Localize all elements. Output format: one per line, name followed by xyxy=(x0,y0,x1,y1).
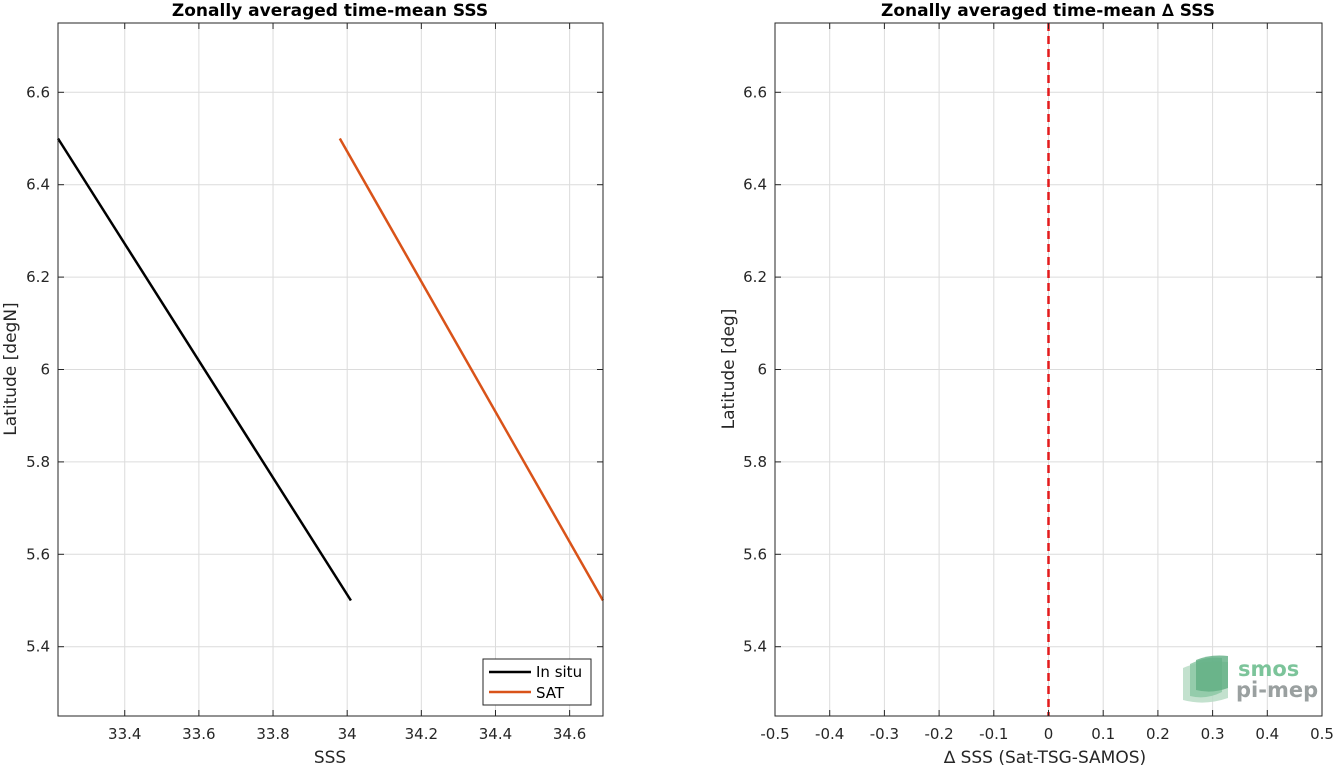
series-line-sat xyxy=(338,137,605,602)
y-tick-labels-right: 5.4 5.6 5.8 6 6.2 6.4 6.6 xyxy=(743,83,767,655)
x-tick-label: 33.4 xyxy=(108,725,141,743)
y-tick-label: 6.4 xyxy=(743,176,767,194)
x-tick-label: -0.1 xyxy=(979,725,1008,743)
x-tick-label: -0.3 xyxy=(870,725,899,743)
x-tick-label: 0.4 xyxy=(1255,725,1279,743)
x-tick-label: 34 xyxy=(338,725,357,743)
panel-right-delta-sss: -0.5 -0.4 -0.3 -0.2 -0.1 0 0.1 0.2 0.3 0.4 0.5 5.4… xyxy=(719,1,1333,765)
y-tick-label: 5.8 xyxy=(743,453,767,471)
x-tick-label: 33.8 xyxy=(256,725,289,743)
y-tick-label: 5.4 xyxy=(743,638,767,656)
y-axis-label-left: Latitude [degN] xyxy=(1,302,21,435)
x-tick-label: 0.3 xyxy=(1201,725,1225,743)
x-tick-label: 0.5 xyxy=(1310,725,1333,743)
ticks-left xyxy=(58,23,603,716)
legend-label-in-situ: In situ xyxy=(536,663,582,681)
x-tick-label: 0 xyxy=(1044,725,1054,743)
logo-text-pi-mep: pi-mep xyxy=(1236,678,1318,702)
smos-pi-mep-logo: smos pi-mep xyxy=(1183,655,1318,703)
y-tick-label: 6.6 xyxy=(26,83,50,101)
x-tick-label: -0.2 xyxy=(924,725,953,743)
y-tick-label: 5.6 xyxy=(743,545,767,563)
legend: In situ SAT xyxy=(482,658,592,706)
x-tick-label: -0.5 xyxy=(760,725,789,743)
x-tick-labels-left: 33.4 33.6 33.8 34 34.2 34.4 34.6 xyxy=(108,725,586,743)
y-axis-label-right: Latitude [deg] xyxy=(719,309,739,430)
logo-layer-front xyxy=(1196,655,1228,692)
ticks-right xyxy=(774,23,1323,716)
x-tick-label: -0.4 xyxy=(815,725,844,743)
y-tick-label: 6.2 xyxy=(743,268,767,286)
x-tick-label: 0.1 xyxy=(1091,725,1115,743)
y-tick-label: 6.6 xyxy=(743,83,767,101)
y-tick-label: 5.6 xyxy=(26,545,50,563)
legend-box xyxy=(482,658,592,706)
x-axis-label-left: SSS xyxy=(314,748,346,765)
y-tick-label: 6.2 xyxy=(26,268,50,286)
y-tick-label: 6 xyxy=(757,361,767,379)
y-tick-labels-left: 5.4 5.6 5.8 6 6.2 6.4 6.6 xyxy=(26,83,50,655)
x-tick-label: 34.2 xyxy=(405,725,438,743)
legend-label-sat: SAT xyxy=(536,684,565,702)
panel-left-sss: 33.4 33.6 33.8 34 34.2 34.4 34.6 5.4 5.6 5.8 6 6.2… xyxy=(1,1,605,765)
y-tick-label: 5.4 xyxy=(26,638,50,656)
y-tick-label: 6.4 xyxy=(26,176,50,194)
x-tick-labels-right: -0.5 -0.4 -0.3 -0.2 -0.1 0 0.1 0.2 0.3 0.4 0.5 xyxy=(760,725,1333,743)
series-left xyxy=(56,137,605,602)
grid-left xyxy=(58,23,603,716)
y-tick-label: 6 xyxy=(40,361,50,379)
chart-title-right: Zonally averaged time-mean ∆ SSS xyxy=(881,1,1215,21)
series-line-in-situ xyxy=(56,137,352,602)
x-tick-label: 0.2 xyxy=(1146,725,1170,743)
x-tick-label: 34.6 xyxy=(553,725,586,743)
x-axis-label-right: ∆ SSS (Sat-TSG-SAMOS) xyxy=(943,748,1146,765)
chart-title-left: Zonally averaged time-mean SSS xyxy=(172,1,488,21)
x-tick-label: 34.4 xyxy=(479,725,512,743)
x-tick-label: 33.6 xyxy=(182,725,215,743)
y-tick-label: 5.8 xyxy=(26,453,50,471)
logo-text-smos: smos xyxy=(1238,657,1299,681)
